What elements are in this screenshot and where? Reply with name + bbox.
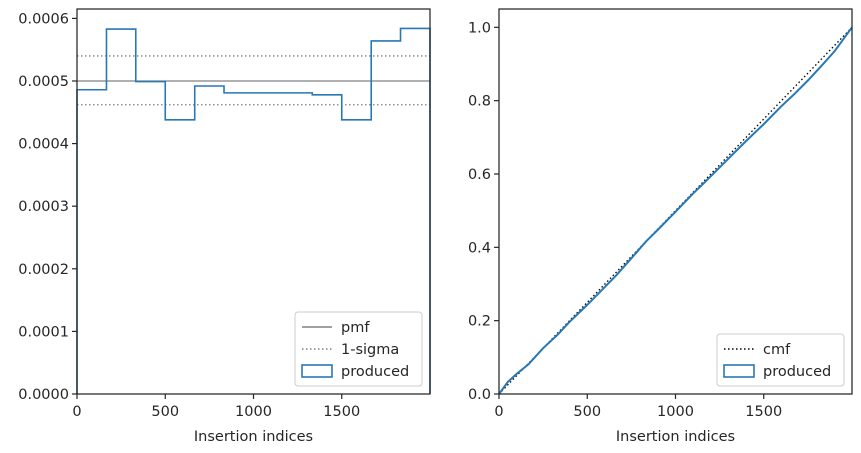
x-axis-label: Insertion indices	[194, 429, 313, 445]
legend-label-pmf: pmf	[341, 320, 370, 336]
series-produced-line	[498, 26, 853, 395]
y-tick-label: 0.6	[468, 167, 491, 183]
legend-box	[294, 311, 423, 387]
x-tick-label: 1000	[657, 404, 694, 420]
x-tick-label: 1500	[323, 404, 360, 420]
x-tick-label: 500	[573, 404, 601, 420]
legend: pmf 1-sigma produced	[294, 311, 423, 387]
x-tick-label: 500	[151, 404, 179, 420]
y-tick-label: 0.0000	[18, 387, 69, 403]
legend-label-1-sigma: 1-sigma	[341, 342, 399, 358]
x-tick-label: 1500	[745, 404, 782, 420]
y-tick-label: 0.0	[468, 387, 491, 403]
y-tick-label: 0.0004	[18, 137, 69, 153]
y-tick-label: 0.4	[468, 240, 491, 256]
x-axis-label: Insertion indices	[616, 429, 735, 445]
x-tick-label: 0	[72, 404, 81, 420]
x-tick-label: 0	[494, 404, 503, 420]
legend-label-produced: produced	[341, 364, 409, 380]
y-tick-label: 0.2	[468, 314, 491, 330]
legend-swatch-produced	[723, 364, 755, 378]
y-tick-label: 0.0002	[18, 262, 69, 278]
y-tick-label: 0.0001	[18, 324, 69, 340]
y-tick-label: 1.0	[468, 20, 491, 36]
legend-label-cmf: cmf	[763, 342, 791, 358]
legend-label-produced: produced	[763, 364, 831, 380]
y-tick-label: 0.0005	[18, 74, 69, 90]
legend: cmf produced	[716, 333, 845, 387]
x-tick-label: 1000	[235, 404, 272, 420]
series-produced-step	[76, 27, 431, 394]
y-tick-label: 0.8	[468, 94, 491, 110]
legend-box	[716, 333, 845, 387]
right-chart-cmf: 0 500 1000 1500 0.0 0.2 0.4 0.6 0.8 1.0 Insertion …	[468, 8, 853, 445]
left-chart-pmf: 0 500 1000 1500 0.0000 0.0001 0.0002 0.0003 0.00…	[18, 8, 431, 445]
y-tick-label: 0.0003	[18, 199, 69, 215]
series-cmf-line	[498, 26, 853, 395]
y-tick-label: 0.0006	[18, 11, 69, 27]
legend-swatch-produced	[301, 364, 333, 378]
